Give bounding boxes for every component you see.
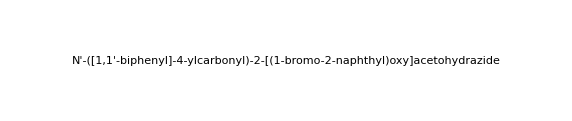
Text: N'-([1,1'-biphenyl]-4-ylcarbonyl)-2-[(1-bromo-2-naphthyl)oxy]acetohydrazide: N'-([1,1'-biphenyl]-4-ylcarbonyl)-2-[(1-… — [72, 56, 500, 65]
